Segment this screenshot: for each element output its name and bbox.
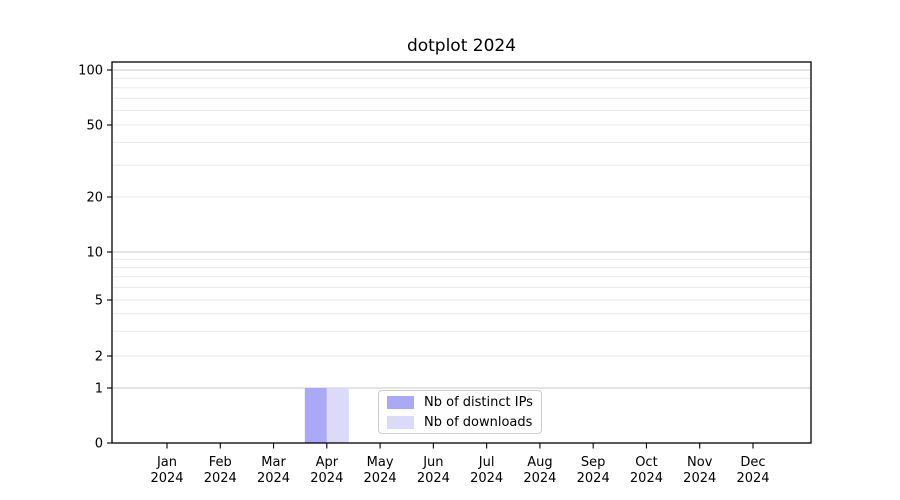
x-tick-label-year: 2024 (523, 471, 556, 486)
x-tick-label-month: Mar (261, 455, 286, 470)
y-tick-label: 50 (86, 119, 103, 134)
legend-entry-distinct-ips: Nb of distinct IPs (387, 395, 541, 410)
y-tick-label: 1 (95, 382, 103, 397)
x-tick-label-month: Aug (527, 455, 552, 470)
y-tick-label: 5 (95, 294, 103, 309)
legend: Nb of distinct IPs Nb of downloads (378, 390, 542, 434)
x-tick-label-month: Jul (478, 455, 495, 470)
x-tick-label-month: Feb (209, 455, 232, 470)
x-tick-label-year: 2024 (577, 471, 610, 486)
x-tick-label-year: 2024 (310, 471, 343, 486)
x-tick-label-year: 2024 (150, 471, 183, 486)
legend-label-1: Nb of downloads (424, 414, 533, 430)
x-tick-label-year: 2024 (204, 471, 237, 486)
x-tick-label-month: Oct (635, 455, 657, 470)
x-tick-label-year: 2024 (630, 471, 663, 486)
y-tick-label: 20 (86, 191, 103, 206)
x-tick-label-year: 2024 (257, 471, 290, 486)
y-tick-label: 100 (78, 64, 103, 79)
x-tick-label-month: Nov (687, 455, 713, 470)
bar-distinct-ips (304, 388, 327, 443)
x-tick-label-month: Sep (581, 455, 606, 470)
x-tick-label-year: 2024 (736, 471, 769, 486)
y-tick-label: 10 (86, 246, 103, 261)
x-tick-label-month: May (367, 455, 394, 470)
y-tick-label: 2 (95, 350, 103, 365)
x-tick-label-year: 2024 (470, 471, 503, 486)
x-tick-label-year: 2024 (364, 471, 397, 486)
x-tick-label-month: Dec (740, 455, 765, 470)
y-tick-label: 0 (95, 437, 103, 452)
legend-entry-downloads: Nb of downloads (387, 415, 541, 430)
x-tick-label-month: Jun (422, 455, 443, 470)
legend-swatch-1 (387, 415, 414, 429)
bar-downloads (326, 388, 349, 443)
legend-label-0: Nb of distinct IPs (424, 394, 533, 410)
legend-swatch-0 (387, 395, 414, 409)
x-tick-label-month: Jan (156, 455, 177, 470)
x-tick-label-year: 2024 (683, 471, 716, 486)
chart-title: dotplot 2024 (406, 36, 517, 56)
x-tick-label-year: 2024 (417, 471, 450, 486)
x-tick-label-month: Apr (316, 455, 339, 470)
